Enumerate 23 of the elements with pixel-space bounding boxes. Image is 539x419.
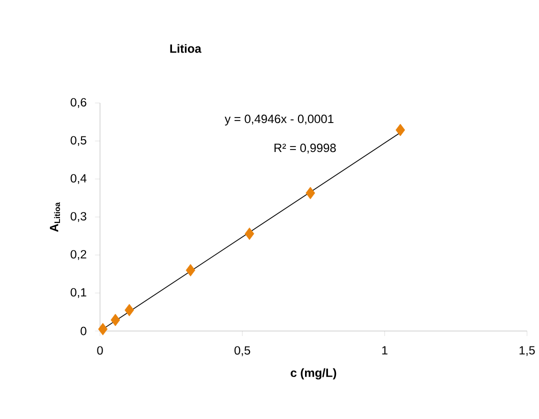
point bbox=[306, 186, 316, 200]
y-tick-label: 0,1 bbox=[70, 288, 86, 298]
y-tick-label: 0,4 bbox=[70, 174, 86, 184]
x-tick-label: 1 bbox=[382, 346, 388, 354]
y-tick-label: 0 bbox=[80, 326, 86, 336]
point bbox=[98, 322, 108, 336]
x-tick-label: 1,5 bbox=[520, 346, 535, 356]
y-tick-label: 0,5 bbox=[70, 136, 86, 146]
x-tick-label: 0,5 bbox=[234, 346, 250, 356]
chart-title: Litioa bbox=[170, 44, 202, 53]
y-tick-label: 0,3 bbox=[70, 212, 86, 222]
annotation: y = 0,4946x - 0,0001 bbox=[224, 114, 334, 126]
x-tick-label: 0 bbox=[97, 346, 103, 355]
point bbox=[244, 228, 254, 240]
x-axis-title: c (mg/L) bbox=[290, 368, 336, 380]
y-tick-label: 0,6 bbox=[70, 98, 86, 108]
y-axis-title: A$_{Litioa}$ bbox=[50, 202, 60, 232]
annotation: R² = 0,9998 bbox=[274, 144, 336, 154]
point bbox=[186, 264, 196, 276]
point bbox=[124, 304, 134, 316]
y-tick-label: 0,2 bbox=[70, 250, 86, 260]
point bbox=[396, 124, 406, 136]
point bbox=[110, 314, 120, 326]
